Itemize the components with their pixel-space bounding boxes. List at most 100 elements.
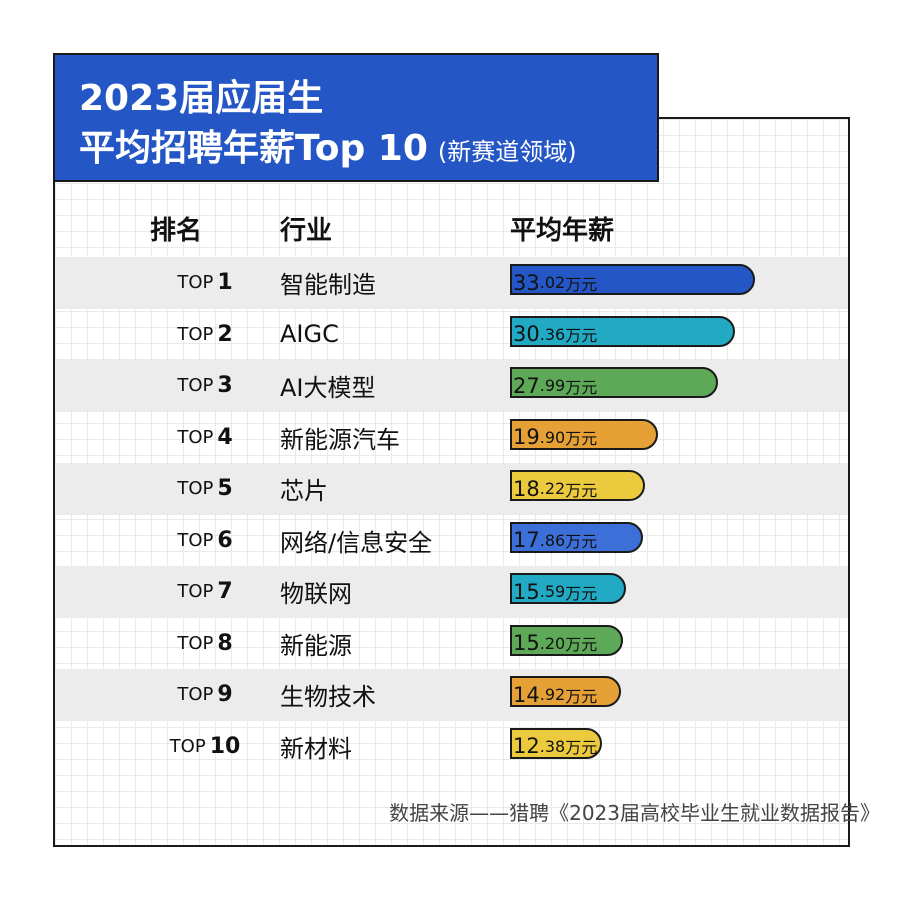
- header-industry: 行业: [280, 216, 333, 246]
- rank-number: 5: [217, 476, 233, 502]
- rank-label: TOP 9: [150, 669, 260, 721]
- industry-label: 新能源汽车: [280, 425, 400, 454]
- value-unit: 万元: [565, 429, 598, 449]
- salary-value-label: 12.38 万元: [513, 721, 597, 773]
- table-row: TOP 6 网络/信息安全 17.86 万元: [55, 515, 848, 567]
- rank-prefix: TOP: [177, 426, 214, 448]
- rank-prefix: TOP: [169, 735, 206, 757]
- rank-prefix: TOP: [177, 632, 214, 654]
- industry-label: 物联网: [280, 580, 352, 609]
- salary-value-label: 18.22 万元: [513, 463, 597, 515]
- chart-rows: TOP 1 智能制造 33.02 万元 TOP 2 AIGC 30.36 万元 TOP 3 AI大模型 2…: [55, 257, 848, 772]
- salary-value-label: 15.59 万元: [513, 566, 597, 618]
- value-unit: 万元: [565, 532, 598, 552]
- rank-prefix: TOP: [177, 684, 214, 706]
- value-decimal: .99: [539, 376, 566, 396]
- rank-label: TOP 1: [150, 257, 260, 309]
- table-row: TOP 10 新材料 12.38 万元: [55, 721, 848, 773]
- rank-prefix: TOP: [177, 323, 214, 345]
- value-integer: 30: [513, 322, 540, 347]
- rank-number: 2: [217, 321, 233, 347]
- rank-label: TOP 8: [150, 618, 260, 670]
- rank-number: 6: [217, 527, 233, 553]
- value-decimal: .20: [539, 633, 566, 653]
- value-unit: 万元: [565, 635, 598, 655]
- value-unit: 万元: [565, 738, 598, 758]
- rank-number: 9: [217, 682, 233, 708]
- table-row: TOP 8 新能源 15.20 万元: [55, 618, 848, 670]
- rank-number: 3: [217, 373, 233, 399]
- salary-value-label: 14.92 万元: [513, 669, 597, 721]
- value-unit: 万元: [565, 377, 598, 397]
- salary-bar: [510, 418, 658, 450]
- industry-label: 新材料: [280, 734, 352, 763]
- value-integer: 15: [513, 631, 540, 656]
- salary-bar: [510, 315, 736, 347]
- rank-label: TOP 4: [150, 412, 260, 464]
- table-row: TOP 2 AIGC 30.36 万元: [55, 309, 848, 361]
- rank-label: TOP 7: [150, 566, 260, 618]
- industry-label: 网络/信息安全: [280, 528, 433, 557]
- title-banner: 2023届应届生 平均招聘年薪Top 10 (新赛道领域): [53, 53, 659, 182]
- value-decimal: .90: [539, 427, 566, 447]
- salary-bar: [510, 470, 646, 501]
- rank-label: TOP 5: [150, 463, 260, 515]
- rank-number: 4: [217, 424, 233, 450]
- value-integer: 17: [513, 528, 540, 553]
- value-unit: 万元: [565, 686, 598, 706]
- table-row: TOP 5 芯片 18.22 万元: [55, 463, 848, 515]
- salary-value-label: 15.20 万元: [513, 618, 597, 670]
- table-row: TOP 3 AI大模型 27.99 万元: [55, 360, 848, 412]
- salary-bar: [510, 624, 623, 656]
- value-decimal: .38: [539, 736, 566, 756]
- title-main: 平均招聘年薪Top 10: [79, 128, 428, 169]
- rank-number: 1: [217, 270, 233, 296]
- table-row: TOP 9 生物技术 14.92 万元: [55, 669, 848, 721]
- header-rank: 排名: [150, 216, 203, 246]
- salary-value-label: 33.02 万元: [513, 257, 597, 309]
- value-integer: 14: [513, 682, 540, 707]
- industry-label: 智能制造: [280, 271, 376, 300]
- salary-bar: [510, 727, 602, 759]
- title-line2: 平均招聘年薪Top 10 (新赛道领域): [79, 119, 577, 171]
- salary-bar: [510, 676, 621, 707]
- value-unit: 万元: [565, 326, 598, 346]
- rank-number: 10: [209, 733, 241, 759]
- rank-label: TOP 6: [150, 515, 260, 567]
- value-decimal: .92: [539, 685, 566, 705]
- value-decimal: .36: [539, 324, 566, 344]
- value-integer: 18: [513, 476, 540, 501]
- rank-label: TOP 10: [150, 721, 260, 773]
- industry-label: 芯片: [280, 477, 328, 506]
- rank-prefix: TOP: [177, 272, 214, 294]
- salary-bar: [510, 367, 718, 398]
- rank-number: 8: [217, 630, 233, 656]
- salary-bar: [510, 264, 755, 295]
- value-integer: 19: [513, 425, 540, 450]
- value-decimal: .02: [539, 273, 566, 293]
- value-unit: 万元: [565, 583, 598, 603]
- value-decimal: .86: [539, 530, 566, 550]
- value-unit: 万元: [565, 480, 598, 500]
- value-integer: 12: [513, 734, 540, 759]
- value-integer: 33: [513, 270, 540, 295]
- salary-bar: [510, 521, 643, 553]
- salary-bar: [510, 573, 626, 604]
- header-salary: 平均年薪: [510, 216, 615, 246]
- rank-number: 7: [217, 579, 233, 605]
- value-integer: 27: [513, 373, 540, 398]
- value-decimal: .22: [539, 479, 566, 499]
- rank-prefix: TOP: [177, 581, 214, 603]
- table-row: TOP 7 物联网 15.59 万元: [55, 566, 848, 618]
- value-integer: 15: [513, 579, 540, 604]
- table-row: TOP 4 新能源汽车 19.90 万元: [55, 412, 848, 464]
- industry-label: 新能源: [280, 631, 352, 660]
- salary-value-label: 27.99 万元: [513, 360, 597, 412]
- rank-label: TOP 3: [150, 360, 260, 412]
- industry-label: 生物技术: [280, 683, 376, 712]
- salary-value-label: 19.90 万元: [513, 412, 597, 464]
- industry-label: AI大模型: [280, 374, 376, 403]
- rank-label: TOP 2: [150, 309, 260, 361]
- rank-prefix: TOP: [177, 529, 214, 551]
- value-decimal: .59: [539, 582, 566, 602]
